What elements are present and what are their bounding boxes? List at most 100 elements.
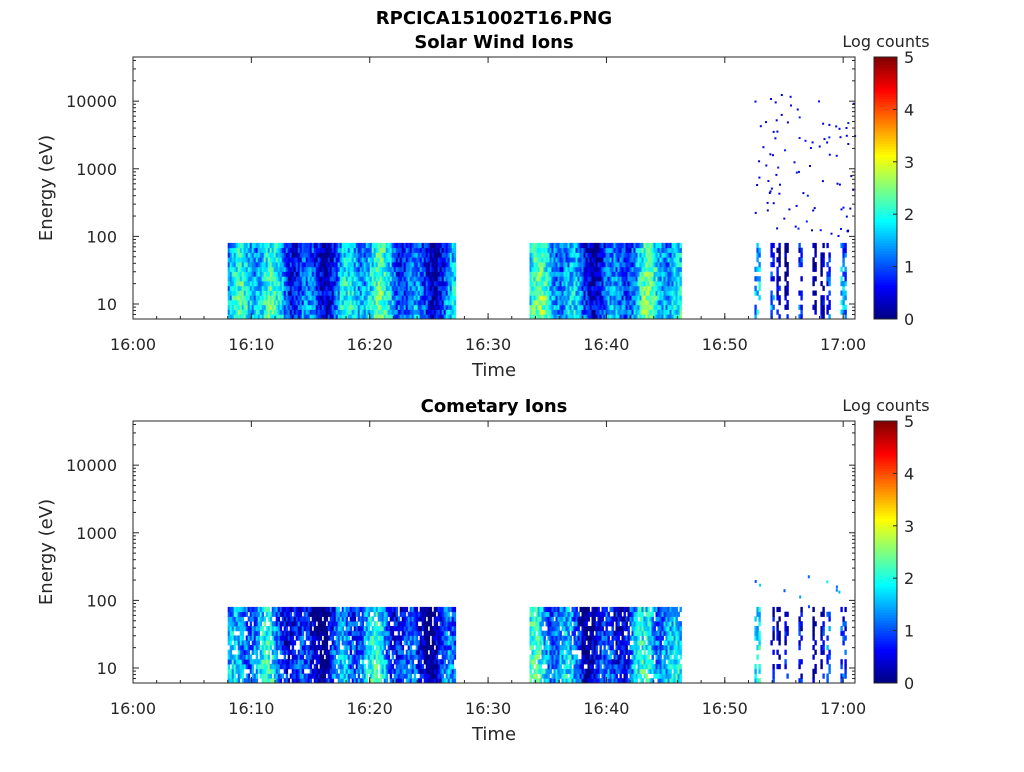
heatmap-cell [286, 674, 288, 679]
heatmap-cell [765, 165, 767, 167]
heatmap-cell [820, 267, 822, 272]
heatmap-cell [282, 674, 284, 679]
heatmap-cell [384, 645, 386, 650]
heatmap-cell [288, 655, 290, 660]
heatmap-cell [292, 645, 294, 650]
heatmap-cell [680, 286, 682, 291]
heatmap-cell [680, 252, 682, 257]
heatmap-cell [756, 243, 758, 248]
heatmap-cell [376, 669, 378, 674]
heatmap-cell [772, 295, 774, 300]
heatmap-cell [410, 674, 412, 679]
heatmap-cell [230, 640, 232, 645]
heatmap-cell [326, 616, 328, 621]
heatmap-cell [320, 636, 322, 641]
heatmap-cell [778, 276, 780, 281]
heatmap-cell [778, 248, 780, 253]
heatmap-cell [270, 674, 272, 679]
colorbar-tick-label: 2 [904, 205, 914, 224]
heatmap-cell [798, 171, 800, 173]
heatmap-cell [320, 616, 322, 621]
heatmap-cell [454, 295, 456, 300]
heatmap-cell [844, 248, 846, 253]
heatmap-cell [264, 616, 266, 621]
heatmap-cell [680, 300, 682, 305]
heatmap-cell [416, 636, 418, 641]
heatmap-cell [814, 243, 816, 248]
heatmap-cell [680, 262, 682, 267]
heatmap-cell [388, 621, 390, 626]
heatmap-cell [847, 230, 849, 232]
heatmap-cell [454, 267, 456, 272]
heatmap-cell [809, 165, 811, 167]
heatmap-cell [822, 252, 824, 257]
heatmap-cell [402, 650, 404, 655]
heatmap-cell [755, 101, 757, 103]
heatmap-cell [280, 626, 282, 631]
heatmap-cell [392, 655, 394, 660]
heatmap-cell [454, 305, 456, 310]
heatmap-cell [320, 650, 322, 655]
heatmap-cell [362, 659, 364, 664]
heatmap-cell [388, 650, 390, 655]
heatmap-cell [772, 262, 774, 267]
x-tick-label: 16:20 [347, 335, 393, 354]
heatmap-cell [230, 650, 232, 655]
heatmap-cell [430, 616, 432, 621]
heatmap-cell [346, 650, 348, 655]
heatmap-cell [781, 94, 783, 96]
heatmap-cell [769, 153, 771, 155]
heatmap-cell [406, 607, 408, 612]
heatmap-cell [376, 674, 378, 679]
heatmap-cell [356, 621, 358, 626]
heatmap-cell [826, 142, 828, 144]
heatmap-cell [840, 228, 842, 230]
heatmap-cell [402, 645, 404, 650]
heatmap-cell [250, 621, 252, 626]
heatmap-cell [268, 655, 270, 660]
heatmap-cell [826, 295, 828, 300]
heatmap-cell [268, 659, 270, 664]
heatmap-cell [258, 640, 260, 645]
heatmap-cell [294, 650, 296, 655]
heatmap-cell [680, 257, 682, 262]
heatmap-cell [778, 252, 780, 257]
colorbar-tick-label: 1 [904, 258, 914, 277]
heatmap-cometary [228, 575, 847, 683]
heatmap-cell [786, 281, 788, 286]
heatmap-cell [800, 291, 802, 296]
heatmap-cell [680, 310, 682, 315]
heatmap-cell [844, 305, 846, 310]
heatmap-cell [326, 631, 328, 636]
heatmap-cell [256, 655, 258, 660]
heatmap-cell [358, 674, 360, 679]
heatmap-cell [680, 267, 682, 272]
heatmap-cell [807, 195, 809, 197]
heatmap-cell [376, 621, 378, 626]
heatmap-cell [406, 664, 408, 669]
heatmap-cell [770, 300, 772, 305]
x-tick-label: 16:40 [583, 335, 629, 354]
heatmap-cell [392, 631, 394, 636]
heatmap-cell [795, 226, 797, 228]
heatmap-cell [246, 621, 248, 626]
heatmap-cell [771, 188, 773, 190]
heatmap-cell [396, 607, 398, 612]
heatmap-cell [796, 205, 798, 207]
heatmap-cell [680, 248, 682, 253]
heatmap-cell [268, 650, 270, 655]
heatmap-cell [338, 607, 340, 612]
heatmap-cell [828, 257, 830, 262]
heatmap-cell [844, 252, 846, 257]
heatmap-cell [392, 664, 394, 669]
heatmap-cell [826, 310, 828, 315]
heatmap-cell [338, 640, 340, 645]
heatmap-cell [812, 257, 814, 262]
heatmap-cell [784, 252, 786, 257]
heatmap-cell [775, 174, 777, 176]
heatmap-cell [430, 621, 432, 626]
heatmap-cell [368, 626, 370, 631]
heatmap-cell [366, 674, 368, 679]
